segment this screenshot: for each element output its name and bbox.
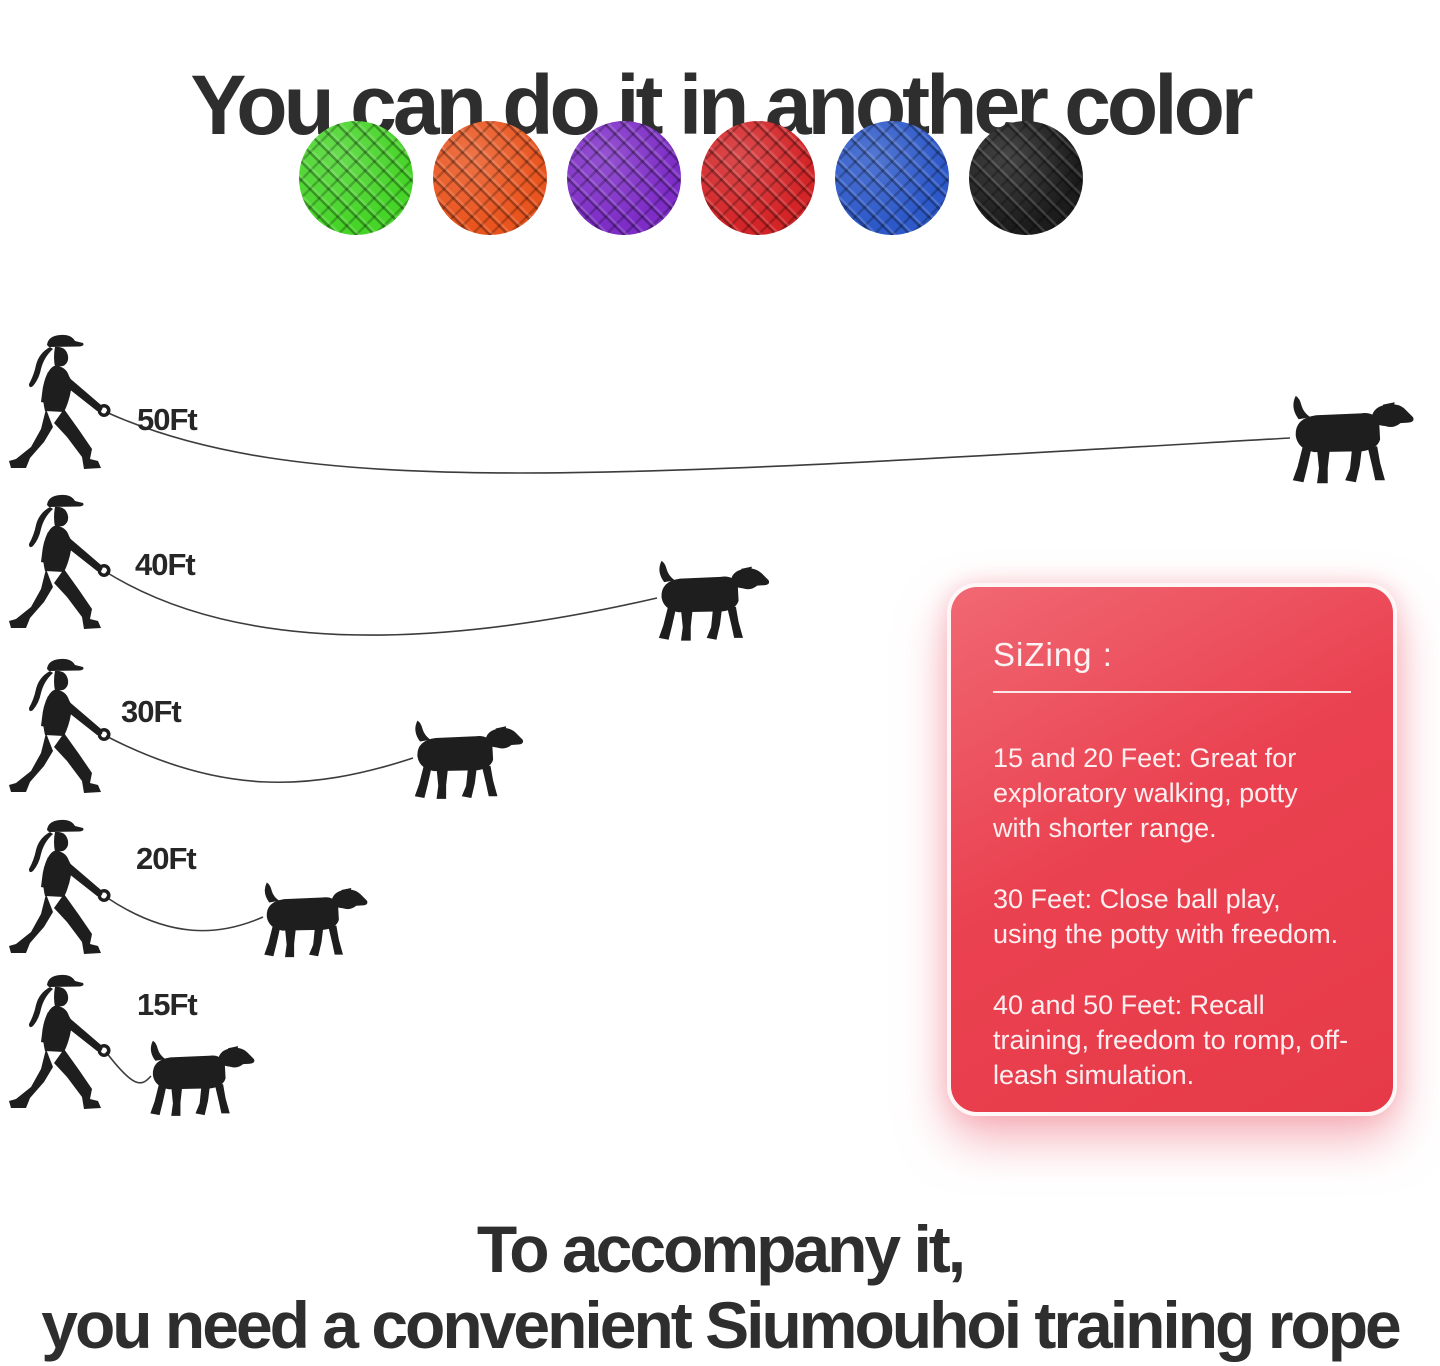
- leash-line-50ft: [105, 411, 1291, 474]
- color-swatch-green: [299, 121, 413, 235]
- walker-figure-icon: [2, 972, 124, 1112]
- footer-title-line1: To accompany it,: [476, 1212, 966, 1286]
- walker-figure-icon: [2, 656, 124, 796]
- leash-line-30ft: [105, 735, 414, 783]
- leash-length-label-50ft: 50Ft: [137, 402, 198, 437]
- color-swatch-row: [299, 121, 1083, 235]
- sizing-item-15-20ft: 15 and 20 Feet: Great for exploratory wa…: [993, 742, 1298, 843]
- dog-figure-icon: [1283, 393, 1419, 490]
- leash-length-label-40ft: 40Ft: [135, 547, 196, 582]
- walker-figure-icon: [2, 817, 124, 957]
- dog-figure-icon: [256, 880, 372, 963]
- leash-length-label-20ft: 20Ft: [136, 841, 197, 876]
- walker-figure-icon: [2, 332, 124, 472]
- sizing-card: SiZing : 15 and 20 Feet: Great for explo…: [947, 583, 1397, 1116]
- sizing-item-40-50ft: 40 and 50 Feet: Recall training, freedom…: [993, 990, 1349, 1091]
- color-swatch-red: [701, 121, 815, 235]
- color-swatch-blue: [835, 121, 949, 235]
- dog-figure-icon: [650, 558, 774, 647]
- color-swatch-purple: [567, 121, 681, 235]
- walker-figure-icon: [2, 492, 124, 632]
- leash-length-label-30ft: 30Ft: [121, 694, 182, 729]
- dog-figure-icon: [142, 1038, 259, 1122]
- leash-length-label-15ft: 15Ft: [137, 987, 198, 1022]
- footer-title-line2: you need a convenient Siumouhoi training…: [41, 1288, 1401, 1362]
- color-swatch-black: [969, 121, 1083, 235]
- sizing-card-heading: SiZing :: [993, 636, 1113, 673]
- leash-line-40ft: [105, 571, 658, 636]
- leash-line-15ft: [105, 1051, 152, 1084]
- leash-line-20ft: [105, 896, 264, 932]
- dog-figure-icon: [406, 718, 528, 805]
- sizing-card-divider: [993, 690, 1351, 693]
- sizing-item-30ft: 30 Feet: Close ball play, using the pott…: [993, 883, 1339, 949]
- color-swatch-orange: [433, 121, 547, 235]
